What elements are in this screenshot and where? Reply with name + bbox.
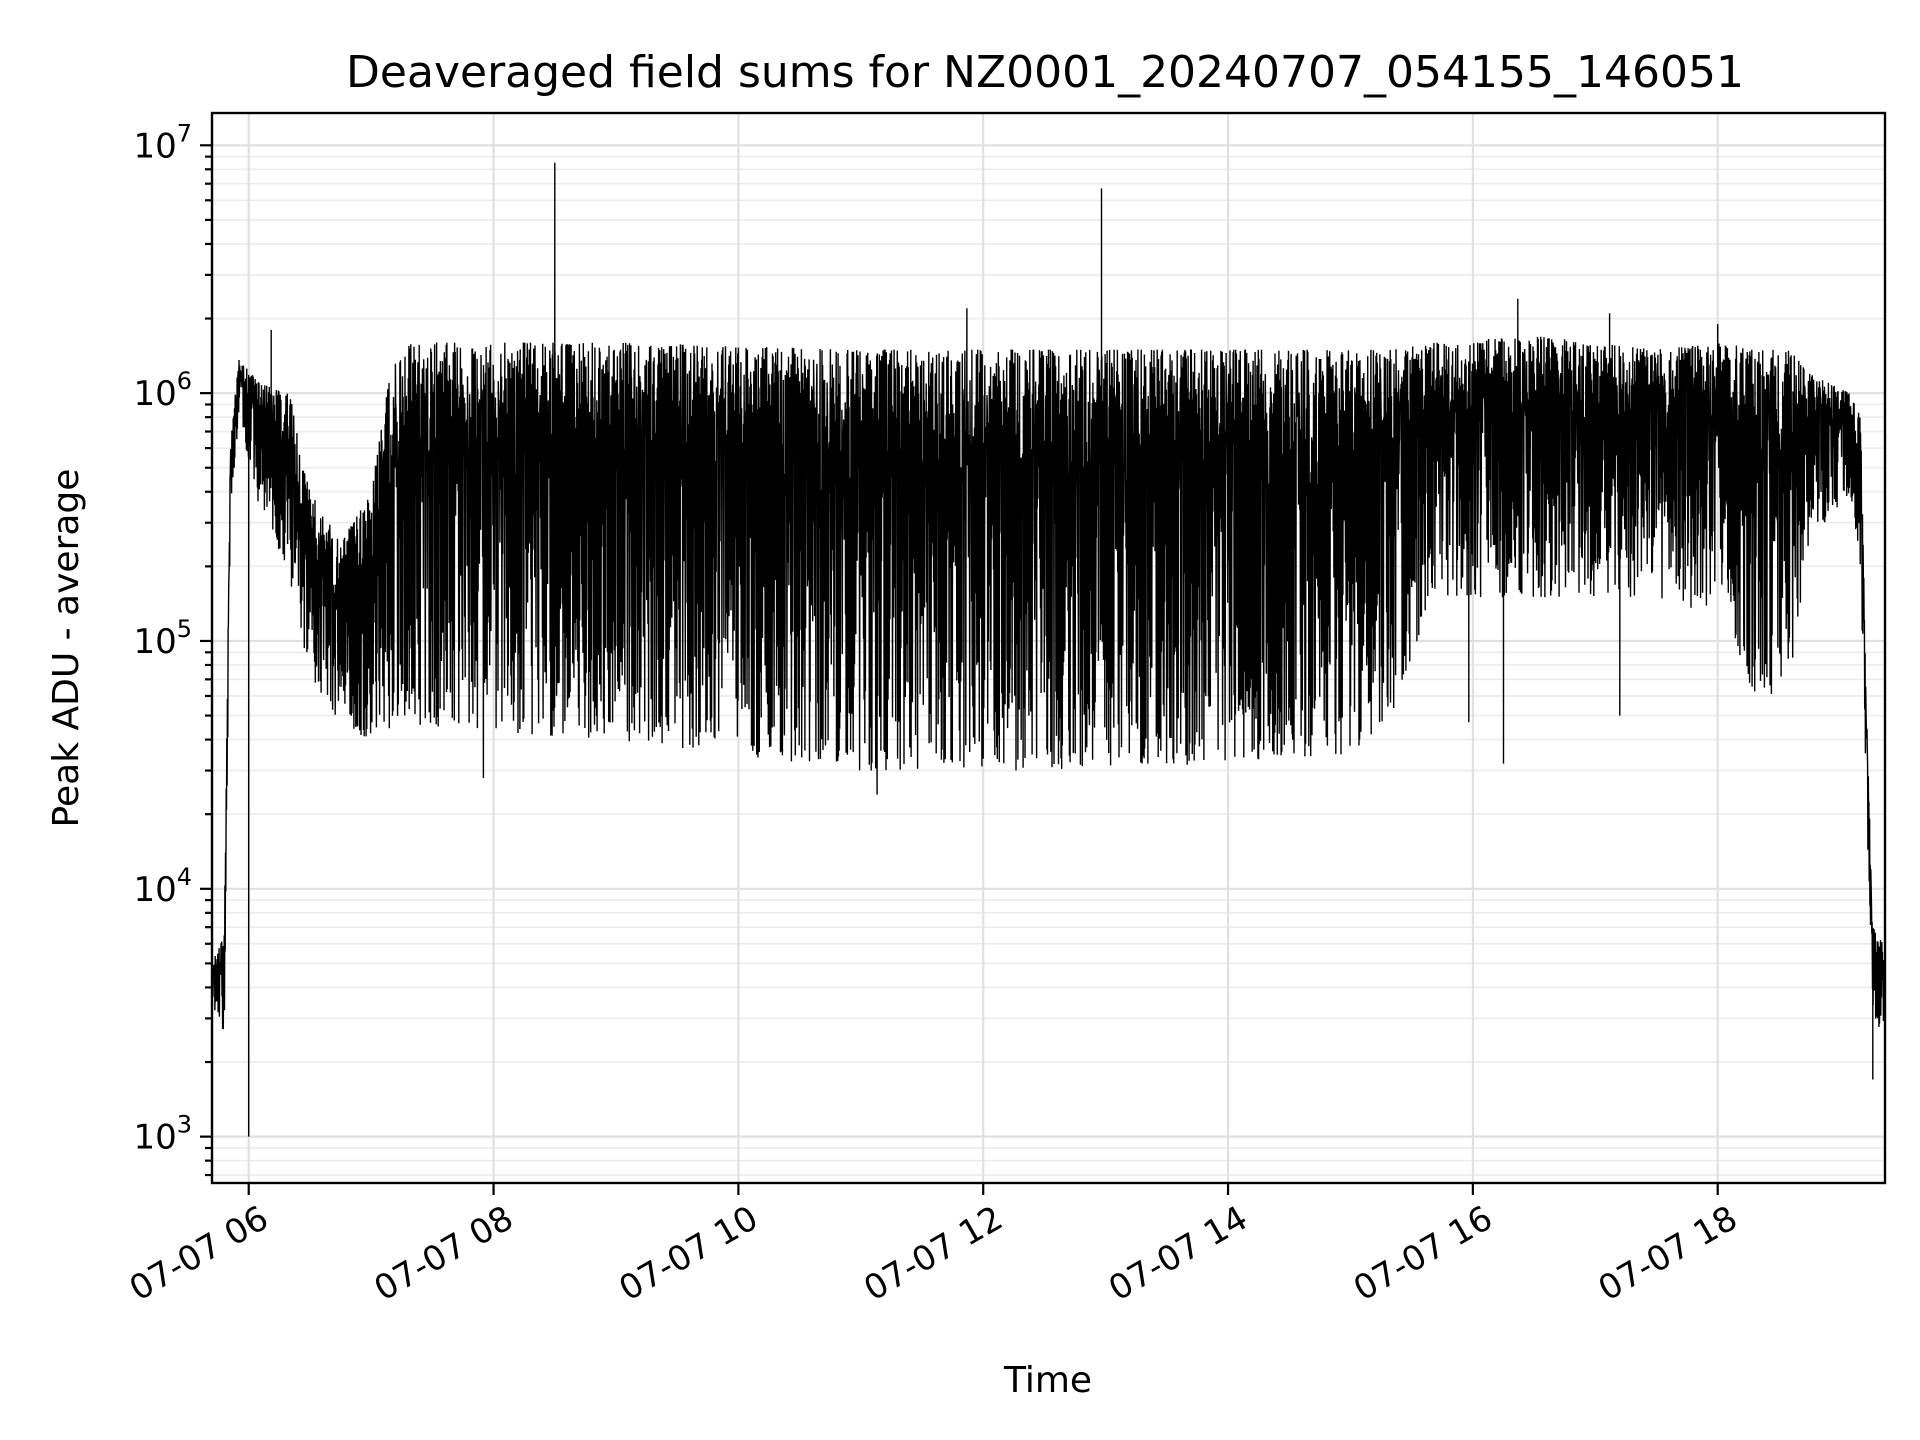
y-tick-labels: 103 104 105 106 107 [133,119,192,1157]
y-tick-label: 103 [133,1111,192,1158]
x-axis-label: Time [1003,1360,1092,1401]
y-tick-label: 106 [133,367,192,414]
series-line [211,162,1886,1137]
y-tick-label: 107 [133,119,192,166]
y-tick-label: 105 [133,615,192,662]
y-tick-label: 104 [133,863,192,910]
y-axis-label: Peak ADU - average [46,469,87,828]
chart-title: Deaveraged field sums for NZ0001_2024070… [346,47,1744,98]
plot-frame [210,111,1887,1185]
